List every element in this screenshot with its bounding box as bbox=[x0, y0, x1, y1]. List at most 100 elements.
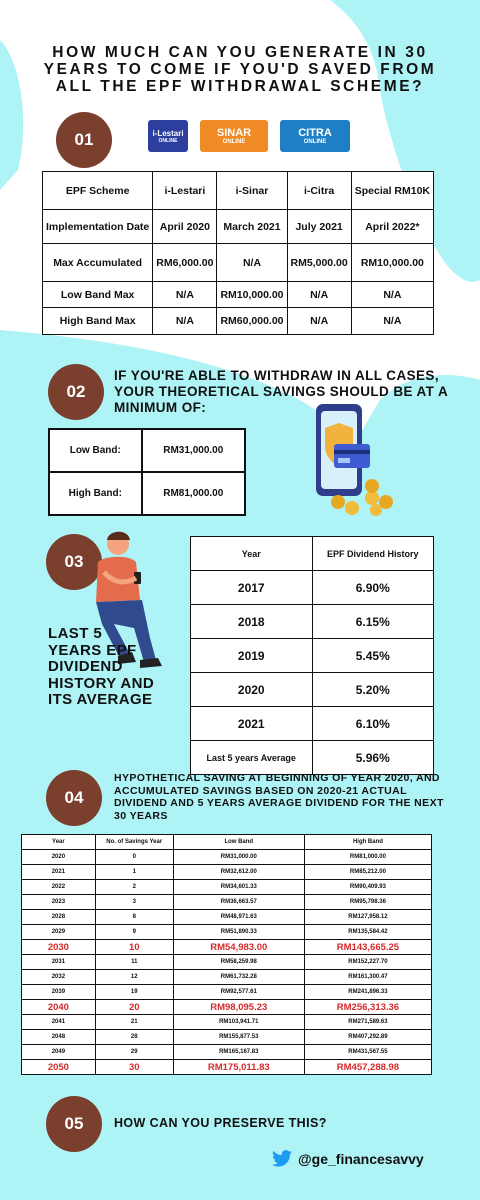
high-band-cell: RM90,409.93 bbox=[303, 879, 433, 895]
table-row: 2021 6.10% bbox=[190, 706, 434, 741]
dividend-cell: 6.15% bbox=[311, 604, 434, 639]
table-row: Max Accumulated RM6,000.00 N/A RM5,000.0… bbox=[41, 243, 435, 282]
i-citra-logo: CITRA ONLINE bbox=[280, 120, 350, 152]
header-cell: Low Band bbox=[172, 834, 305, 850]
header-cell: EPF Dividend History bbox=[311, 536, 434, 571]
table-row: 2022 2 RM34,601.33 RM90,409.93 bbox=[21, 879, 433, 895]
low-band-cell: RM48,971.63 bbox=[172, 909, 305, 925]
savings-years-cell: 29 bbox=[94, 1044, 174, 1060]
table-cell: N/A bbox=[152, 281, 218, 308]
high-band-cell: RM431,567.55 bbox=[303, 1044, 433, 1060]
table-row: 2018 6.15% bbox=[190, 604, 434, 639]
table-row: 2032 12 RM61,732.28 RM161,300.47 bbox=[21, 969, 433, 985]
header-cell: No. of Savings Year bbox=[94, 834, 174, 850]
year-cell: 2040 bbox=[21, 999, 96, 1015]
section-number-05: 05 bbox=[46, 1096, 102, 1152]
wallet-phone-illustration bbox=[316, 404, 393, 516]
i-citra-logo-text: CITRA bbox=[298, 127, 332, 139]
year-cell: 2023 bbox=[21, 894, 96, 910]
high-band-cell: RM161,300.47 bbox=[303, 969, 433, 985]
table-row: 2048 28 RM155,877.53 RM407,292.89 bbox=[21, 1029, 433, 1045]
low-band-cell: RM34,601.33 bbox=[172, 879, 305, 895]
low-band-cell: RM61,732.28 bbox=[172, 969, 305, 985]
table-cell: RM31,000.00 bbox=[140, 428, 247, 473]
table-cell: April 2020 bbox=[152, 209, 218, 244]
header-cell: Special RM10K bbox=[350, 171, 435, 210]
table-row: 2023 3 RM36,663.57 RM95,798.36 bbox=[21, 894, 433, 910]
row-label: Max Accumulated bbox=[41, 243, 154, 282]
header-cell: i-Citra bbox=[286, 171, 352, 210]
savings-years-cell: 11 bbox=[94, 954, 174, 970]
table-header-row: Year EPF Dividend History bbox=[190, 536, 434, 571]
table-cell: N/A bbox=[286, 281, 352, 308]
year-cell: 2017 bbox=[190, 570, 313, 605]
table-row: Last 5 years Average 5.96% bbox=[190, 740, 434, 775]
dividend-cell: 6.10% bbox=[311, 706, 434, 741]
projection-table: Year No. of Savings Year Low Band High B… bbox=[21, 834, 433, 1075]
year-cell: 2029 bbox=[21, 924, 96, 940]
year-cell: 2031 bbox=[21, 954, 96, 970]
table-row: 2028 8 RM48,971.63 RM127,958.12 bbox=[21, 909, 433, 925]
low-band-cell: RM51,890.33 bbox=[172, 924, 305, 940]
table-row: 2017 6.90% bbox=[190, 570, 434, 605]
high-band-cell: RM241,896.33 bbox=[303, 984, 433, 1000]
year-cell: 2022 bbox=[21, 879, 96, 895]
section-03-heading: LAST 5 YEARS EPF DIVIDEND HISTORY AND IT… bbox=[48, 625, 155, 708]
savings-years-cell: 19 bbox=[94, 984, 174, 1000]
table-cell: RM5,000.00 bbox=[286, 243, 352, 282]
low-band-cell: RM103,941.71 bbox=[172, 1014, 305, 1030]
savings-years-cell: 8 bbox=[94, 909, 174, 925]
year-cell: 2048 bbox=[21, 1029, 96, 1045]
savings-years-cell: 20 bbox=[94, 999, 174, 1015]
row-label: High Band Max bbox=[41, 307, 154, 335]
table-row: High Band: RM81,000.00 bbox=[48, 471, 247, 516]
savings-table: Low Band: RM31,000.00 High Band: RM81,00… bbox=[48, 428, 247, 516]
table-cell: RM10,000.00 bbox=[350, 243, 435, 282]
high-band-cell: RM127,958.12 bbox=[303, 909, 433, 925]
section-number-04: 04 bbox=[46, 770, 102, 826]
high-band-cell: RM81,000.00 bbox=[303, 849, 433, 865]
year-cell: 2041 bbox=[21, 1014, 96, 1030]
year-cell: 2021 bbox=[21, 864, 96, 880]
average-value-cell: 5.96% bbox=[311, 740, 434, 775]
high-band-cell: RM256,313.36 bbox=[303, 999, 433, 1015]
table-cell: N/A bbox=[350, 307, 435, 335]
table-row: 2041 21 RM103,941.71 RM271,589.63 bbox=[21, 1014, 433, 1030]
year-cell: 2049 bbox=[21, 1044, 96, 1060]
dividend-history-table: Year EPF Dividend History 2017 6.90% 201… bbox=[190, 536, 434, 775]
table-cell: RM6,000.00 bbox=[152, 243, 218, 282]
table-cell: N/A bbox=[350, 281, 435, 308]
year-cell: 2050 bbox=[21, 1059, 96, 1075]
year-cell: 2018 bbox=[190, 604, 313, 639]
table-cell: N/A bbox=[152, 307, 218, 335]
year-cell: 2020 bbox=[190, 672, 313, 707]
header-cell: Year bbox=[190, 536, 313, 571]
epf-scheme-table: EPF Scheme i-Lestari i-Sinar i-Citra Spe… bbox=[41, 171, 435, 335]
savings-years-cell: 21 bbox=[94, 1014, 174, 1030]
twitter-handle-link[interactable]: @ge_financesavvy bbox=[272, 1150, 424, 1167]
high-band-cell: RM85,212.00 bbox=[303, 864, 433, 880]
table-cell: April 2022* bbox=[350, 209, 435, 244]
i-sinar-logo-sub: ONLINE bbox=[222, 139, 246, 145]
table-row: 2049 29 RM165,167.83 RM431,567.55 bbox=[21, 1044, 433, 1060]
page-title: HOW MUCH CAN YOU GENERATE IN 30 YEARS TO… bbox=[43, 44, 437, 95]
dividend-cell: 5.20% bbox=[311, 672, 434, 707]
savings-years-cell: 9 bbox=[94, 924, 174, 940]
year-cell: 2020 bbox=[21, 849, 96, 865]
header-cell: High Band bbox=[303, 834, 433, 850]
row-label: Low Band: bbox=[48, 428, 143, 473]
table-row: 2019 5.45% bbox=[190, 638, 434, 673]
low-band-cell: RM175,011.83 bbox=[172, 1059, 305, 1075]
twitter-icon bbox=[272, 1150, 292, 1167]
high-band-cell: RM143,665.25 bbox=[303, 939, 433, 955]
low-band-cell: RM31,000.00 bbox=[172, 849, 305, 865]
year-cell: 2032 bbox=[21, 969, 96, 985]
header-cell: Year bbox=[21, 834, 96, 850]
table-row: 2020 5.20% bbox=[190, 672, 434, 707]
section-05-heading: HOW CAN YOU PRESERVE THIS? bbox=[114, 1116, 327, 1130]
table-header-row: EPF Scheme i-Lestari i-Sinar i-Citra Spe… bbox=[41, 171, 435, 210]
twitter-handle-text: @ge_financesavvy bbox=[298, 1150, 424, 1167]
section-04-heading: HYPOTHETICAL SAVING AT BEGINNING OF YEAR… bbox=[114, 772, 444, 822]
row-label: Low Band Max bbox=[41, 281, 154, 308]
savings-years-cell: 0 bbox=[94, 849, 174, 865]
